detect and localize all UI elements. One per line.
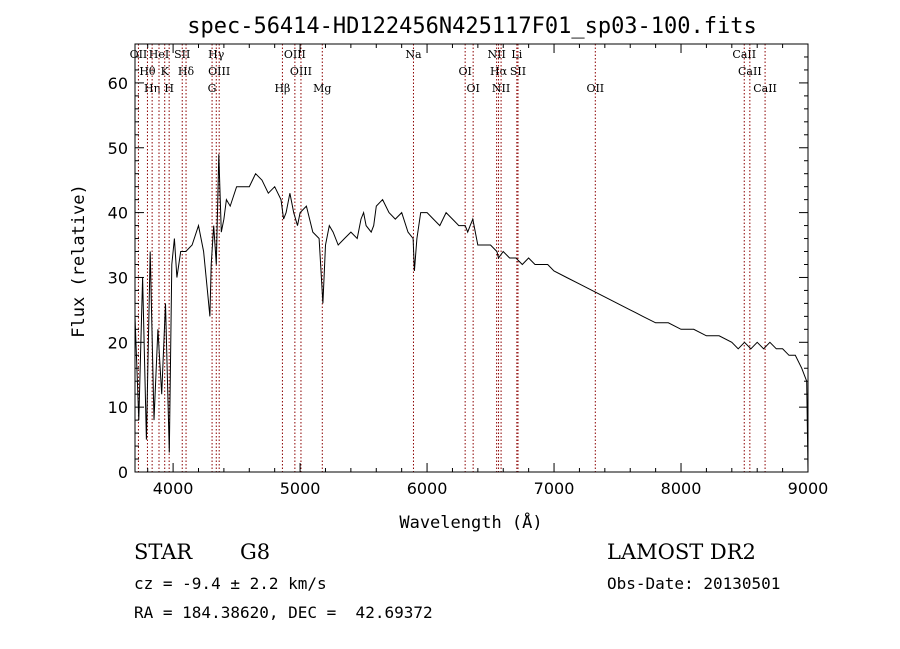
line-marker-label: Hη — [144, 82, 160, 95]
x-tick-label: 7000 — [534, 479, 575, 498]
line-marker-label: Hδ — [178, 65, 195, 78]
line-marker-label: OIII — [284, 48, 306, 61]
x-tick-label: 6000 — [407, 479, 448, 498]
line-marker-label: CaII — [753, 82, 777, 95]
line-marker-label: Mg — [313, 82, 331, 95]
plot-frame — [134, 43, 809, 473]
x-axis: 4000 5000 6000 7000 8000 9000 — [147, 44, 829, 498]
line-marker-label: Hβ — [274, 82, 290, 95]
y-axis-label: Flux (relative) — [69, 184, 89, 338]
line-marker-label: OII — [586, 82, 604, 95]
line-marker-label: OI — [466, 82, 479, 95]
emission-line-markers: OIIHθHηHeIKHSIIHδGHγOIIIHβOIIIOIIIMgNaOI… — [130, 44, 777, 472]
survey-name: LAMOST DR2 — [607, 540, 756, 564]
line-marker-label: Li — [511, 48, 522, 61]
line-marker-label: G — [208, 82, 217, 95]
spectrum-series — [134, 154, 809, 473]
line-marker-label: OIII — [208, 65, 230, 78]
redshift-readout: cz = -9.4 ± 2.2 km/s — [134, 574, 327, 593]
y-tick-label: 10 — [108, 398, 128, 417]
chart-title: spec-56414-HD122456N425117F01_sp03-100.f… — [187, 14, 757, 39]
line-marker-label: HeI — [149, 48, 169, 61]
x-tick-label: 4000 — [153, 479, 194, 498]
line-marker-label: NII — [487, 48, 505, 61]
line-marker-label: OIII — [290, 65, 312, 78]
line-marker-label: SII — [174, 48, 190, 61]
line-marker-label: OI — [458, 65, 471, 78]
y-axis: 0 10 20 30 40 50 60 — [108, 56, 808, 482]
line-marker-label: Hθ — [139, 65, 156, 78]
line-marker-label: K — [161, 65, 170, 78]
line-marker-label: Hα — [490, 65, 508, 78]
y-tick-label: 0 — [118, 463, 128, 482]
spectrum-line — [134, 154, 809, 473]
y-tick-label: 30 — [108, 268, 128, 287]
x-tick-label: 5000 — [280, 479, 321, 498]
object-class: STAR — [134, 540, 193, 564]
observation-date: Obs-Date: 20130501 — [607, 574, 781, 593]
y-tick-label: 60 — [108, 74, 128, 93]
x-tick-label: 8000 — [661, 479, 702, 498]
x-axis-label: Wavelength (Å) — [399, 511, 542, 533]
y-tick-label: 50 — [108, 139, 128, 158]
line-marker-label: CaII — [738, 65, 762, 78]
line-marker-label: CaII — [732, 48, 756, 61]
line-marker-label: H — [164, 82, 174, 95]
object-subclass: G8 — [240, 540, 271, 564]
line-marker-label: NII — [492, 82, 510, 95]
x-tick-label: 9000 — [788, 479, 829, 498]
coordinates-readout: RA = 184.38620, DEC = 42.69372 — [134, 603, 433, 622]
line-marker-label: Hγ — [208, 48, 225, 61]
y-tick-label: 40 — [108, 204, 128, 223]
line-marker-label: SII — [510, 65, 526, 78]
y-tick-label: 20 — [108, 333, 128, 352]
line-marker-label: Na — [405, 48, 422, 61]
line-marker-label: OII — [130, 48, 148, 61]
